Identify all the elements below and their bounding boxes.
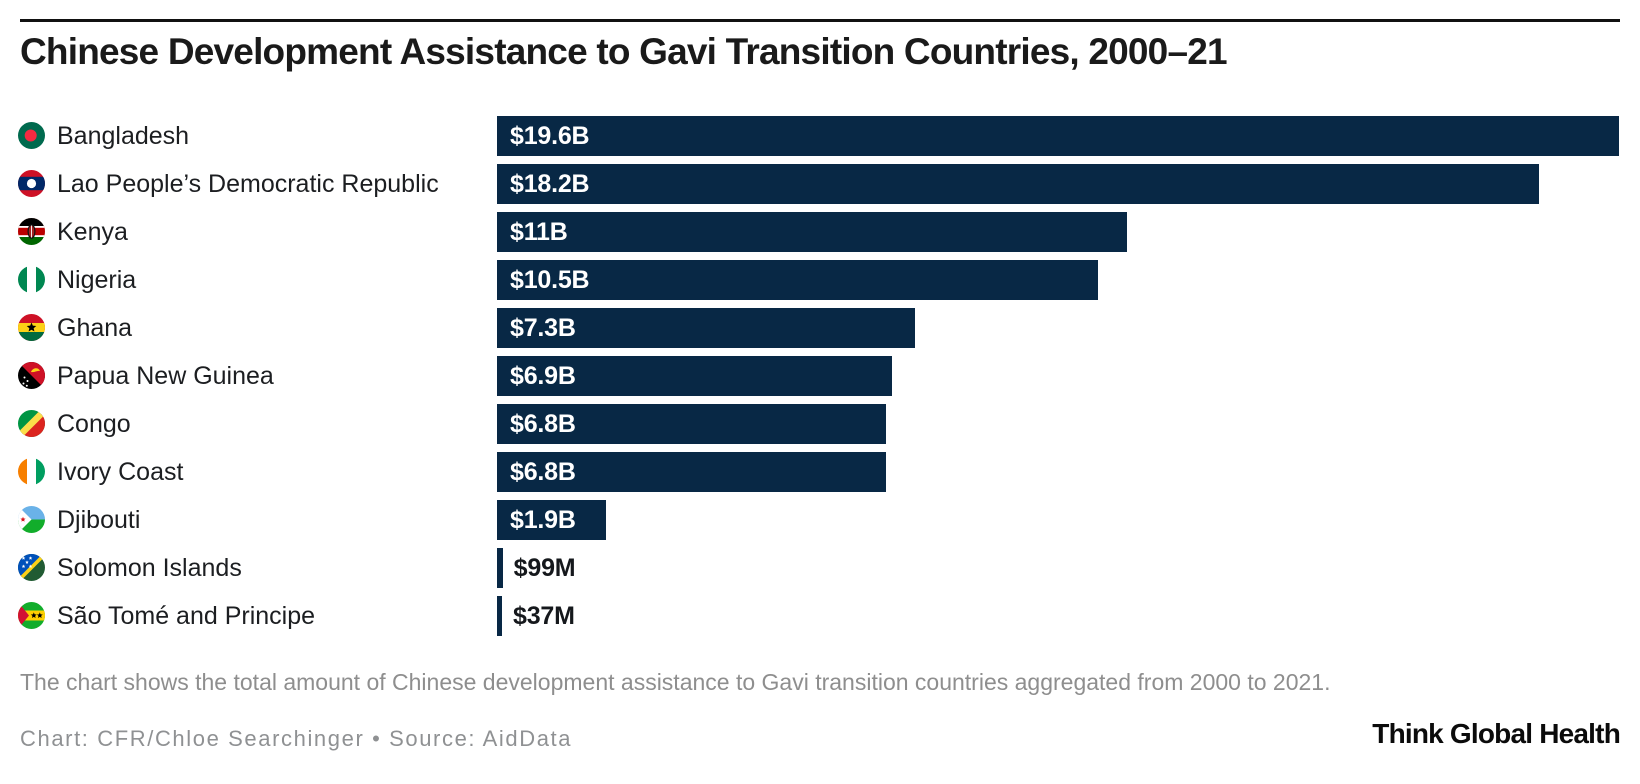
value-label: $7.3B — [510, 314, 576, 342]
value-bar — [497, 500, 606, 540]
chart-row: Nigeria $10.5B — [0, 260, 1640, 300]
value-label: $6.8B — [510, 458, 576, 486]
category-label: Congo — [57, 410, 131, 438]
value-label: $37M — [513, 602, 575, 630]
chart-row: Papua New Guinea $6.9B — [0, 356, 1640, 396]
category-label: Bangladesh — [57, 122, 190, 150]
flag-laos-icon — [18, 170, 45, 197]
chart-row: Ghana $7.3B — [0, 308, 1640, 348]
chart-row: São Tomé and Principe $37M — [0, 596, 1640, 636]
chart-row: Ivory Coast $6.8B — [0, 452, 1640, 492]
value-label: $10.5B — [510, 266, 590, 294]
value-label: $18.2B — [510, 170, 590, 198]
value-bar — [497, 596, 502, 636]
category-label: Ivory Coast — [57, 458, 184, 486]
category-label: Ghana — [57, 314, 133, 342]
value-bar — [497, 212, 1127, 252]
flag-bangladesh-icon — [18, 122, 45, 149]
value-bar — [497, 452, 887, 492]
value-bar — [497, 404, 887, 444]
flag-solomon-islands-icon — [18, 554, 45, 581]
value-label: $6.9B — [510, 362, 576, 390]
flag-papua-new-guinea-icon — [18, 362, 45, 389]
category-label: Kenya — [57, 218, 128, 246]
flag-congo-icon — [18, 410, 45, 437]
value-bar — [497, 356, 892, 396]
flag-kenya-icon — [18, 218, 45, 245]
chart-row: Djibouti $1.9B — [0, 500, 1640, 540]
category-label: Solomon Islands — [57, 554, 242, 582]
value-bar — [497, 164, 1539, 204]
page-title: Chinese Development Assistance to Gavi T… — [20, 31, 1228, 72]
top-rule — [20, 19, 1620, 22]
think-global-health-logo: Think Global Health — [1372, 718, 1621, 749]
chart-row: Kenya $11B — [0, 212, 1640, 252]
value-label: $11B — [510, 218, 568, 246]
value-bar — [497, 260, 1099, 300]
flag-sao-tome-and-principe-icon — [18, 602, 45, 629]
chart-row: Solomon Islands $99M — [0, 548, 1640, 588]
value-bar — [497, 116, 1619, 156]
chart-caption: The chart shows the total amount of Chin… — [20, 669, 1331, 695]
flag-nigeria-icon — [18, 266, 45, 293]
category-label: Nigeria — [57, 266, 137, 294]
flag-djibouti-icon — [18, 506, 45, 533]
category-label: Lao People’s Democratic Republic — [57, 170, 439, 198]
bar-chart: Bangladesh $19.6B Lao People’s Democratic … — [0, 116, 1640, 642]
chart-row: Congo $6.8B — [0, 404, 1640, 444]
category-label: Djibouti — [57, 506, 141, 534]
chart-row: Lao People’s Democratic Republic $18.2B — [0, 164, 1640, 204]
value-bar — [497, 548, 503, 588]
category-label: São Tomé and Principe — [57, 602, 316, 630]
value-bar — [497, 308, 915, 348]
value-label: $19.6B — [510, 122, 590, 150]
value-label: $1.9B — [510, 506, 576, 534]
value-label: $99M — [513, 554, 576, 582]
chart-row: Bangladesh $19.6B — [0, 116, 1640, 156]
flag-ghana-icon — [18, 314, 45, 341]
chart-credit: Chart: CFR/Chloe Searchinger • Source: A… — [20, 726, 573, 751]
category-label: Papua New Guinea — [57, 362, 274, 390]
value-label: $6.8B — [510, 410, 576, 438]
flag-ivory-coast-icon — [18, 458, 45, 485]
